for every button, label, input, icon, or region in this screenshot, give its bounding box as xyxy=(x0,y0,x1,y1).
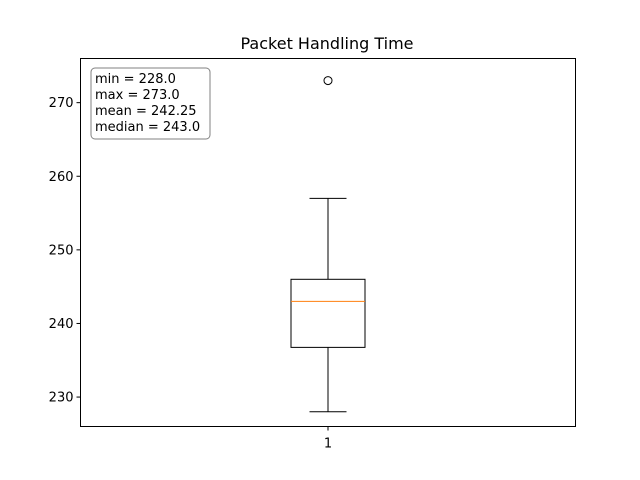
stats-line-max: max = 273.0 xyxy=(95,88,180,103)
outlier-point-0 xyxy=(323,76,333,86)
y-tick-label-270: 270 xyxy=(49,96,74,111)
y-tick-label-260: 260 xyxy=(49,170,74,185)
iqr-box xyxy=(290,278,366,348)
y-tick-label-250: 250 xyxy=(49,243,74,258)
chart-title: Packet Handling Time xyxy=(241,34,414,53)
y-tick-label-240: 240 xyxy=(49,317,74,332)
stats-line-mean: mean = 242.25 xyxy=(95,104,197,119)
y-tick-label-230: 230 xyxy=(49,391,74,406)
stats-line-median: median = 243.0 xyxy=(95,120,200,135)
x-tick-label-1: 1 xyxy=(324,437,332,452)
box-series xyxy=(290,76,366,413)
stats-line-min: min = 228.0 xyxy=(95,72,176,87)
y-axis: 230 240 250 260 270 xyxy=(49,96,81,406)
stats-box-frame xyxy=(90,67,211,140)
x-axis: 1 xyxy=(324,426,332,452)
stats-box: min = 228.0 max = 273.0 mean = 242.25 me… xyxy=(90,67,211,140)
